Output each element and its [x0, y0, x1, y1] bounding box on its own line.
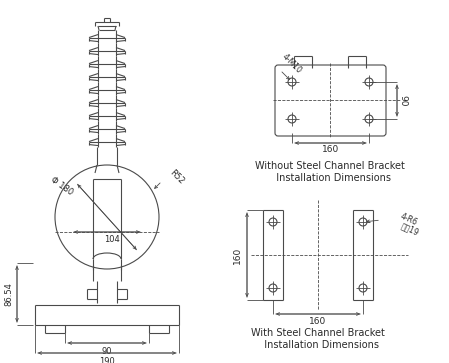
- Text: 190: 190: [99, 356, 115, 363]
- Text: 90: 90: [399, 95, 408, 106]
- Text: 4-R6: 4-R6: [399, 212, 419, 228]
- Text: R52: R52: [168, 168, 186, 186]
- Text: 86.54: 86.54: [4, 282, 13, 306]
- Text: 160: 160: [309, 317, 326, 326]
- Text: 160: 160: [233, 246, 242, 264]
- Text: Without Steel Channel Bracket
  Installation Dimensions: Without Steel Channel Bracket Installati…: [255, 161, 405, 183]
- Text: 90: 90: [102, 347, 112, 355]
- Text: 4-M10: 4-M10: [280, 52, 303, 76]
- Text: 104: 104: [104, 236, 120, 245]
- Text: Φ 180: Φ 180: [48, 175, 75, 197]
- Text: 160: 160: [322, 146, 339, 155]
- Text: 长內19: 长內19: [399, 221, 420, 237]
- Text: With Steel Channel Bracket
  Installation Dimensions: With Steel Channel Bracket Installation …: [251, 328, 385, 350]
